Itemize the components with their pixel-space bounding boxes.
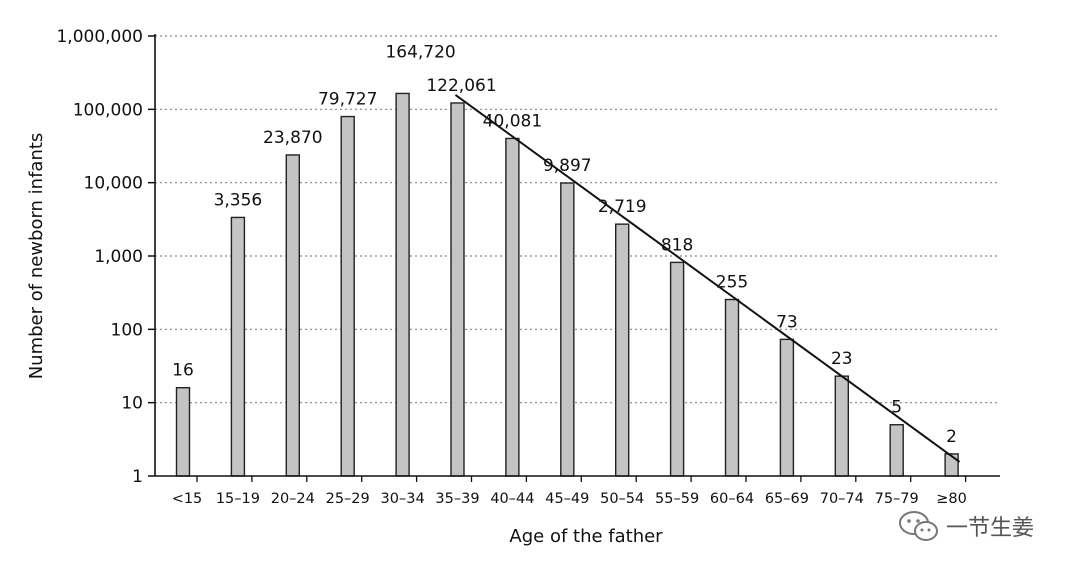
bars bbox=[175, 92, 959, 477]
data-label: 3,356 bbox=[214, 190, 263, 210]
bar bbox=[889, 424, 904, 477]
data-labels: 16 3,356 23,870 79,727 164,720 122,061 40,081 9… bbox=[172, 42, 957, 446]
bar bbox=[669, 261, 685, 477]
bar bbox=[230, 216, 246, 477]
bar bbox=[450, 102, 465, 477]
x-tick-label: 60–64 bbox=[710, 491, 754, 507]
data-label: 16 bbox=[172, 361, 194, 381]
x-tick-label: 35–39 bbox=[435, 491, 479, 507]
y-tick-label: 1 bbox=[132, 467, 143, 487]
x-tick-label: ≥80 bbox=[936, 491, 967, 507]
data-label: 255 bbox=[716, 273, 748, 293]
x-tick-label: 30–34 bbox=[381, 491, 425, 507]
bar bbox=[724, 298, 740, 477]
data-label: 23 bbox=[831, 349, 853, 369]
bar bbox=[615, 223, 630, 477]
bar bbox=[560, 182, 575, 477]
y-tick-labels: 1 10 100 1,000 10,000 100,000 1,000,000 bbox=[56, 27, 155, 487]
bar bbox=[395, 92, 410, 477]
x-tick-label: 40–44 bbox=[490, 491, 534, 507]
x-tick-label: 15–19 bbox=[216, 491, 260, 507]
bar bbox=[834, 375, 849, 477]
data-label: 122,061 bbox=[426, 76, 496, 96]
data-label: 2,719 bbox=[598, 197, 647, 217]
bar bbox=[505, 137, 520, 477]
x-tick-label: 50–54 bbox=[600, 491, 644, 507]
x-tick-label: 45–49 bbox=[545, 491, 589, 507]
data-label: 818 bbox=[661, 235, 693, 255]
grid-lines bbox=[155, 35, 1000, 404]
data-label: 73 bbox=[776, 312, 798, 332]
watermark-text: 一节生姜 bbox=[946, 516, 1035, 541]
y-tick-label: 100,000 bbox=[73, 100, 143, 120]
x-axis-title: Age of the father bbox=[509, 526, 663, 547]
x-tick-label: 20–24 bbox=[271, 491, 315, 507]
bar bbox=[340, 115, 355, 477]
x-tick-labels: <15 15–19 20–24 25–29 30–34 35–39 40–44 45–49 50… bbox=[172, 476, 967, 507]
x-tick-label: 65–69 bbox=[765, 491, 809, 507]
y-tick-label: 100 bbox=[111, 320, 143, 340]
trend-line bbox=[454, 94, 961, 463]
y-tick-label: 10,000 bbox=[84, 174, 143, 194]
data-label: 5 bbox=[891, 398, 902, 418]
trend-line-group bbox=[454, 94, 961, 463]
watermark: 一节生姜 bbox=[898, 506, 1034, 546]
y-axis-title: Number of newborn infants bbox=[26, 133, 47, 380]
data-label: 9,897 bbox=[543, 156, 592, 176]
data-label: 2 bbox=[946, 427, 957, 447]
x-tick-label: 75–79 bbox=[875, 491, 919, 507]
y-tick-label: 1,000 bbox=[94, 247, 143, 267]
bar bbox=[175, 386, 191, 477]
bar bbox=[779, 338, 795, 477]
y-tick-label: 10 bbox=[121, 394, 143, 414]
x-tick-label: 25–29 bbox=[326, 491, 370, 507]
data-label: 79,727 bbox=[318, 90, 377, 110]
x-tick-label: 55–59 bbox=[655, 491, 699, 507]
axes bbox=[154, 34, 1000, 477]
data-label: 164,720 bbox=[385, 42, 455, 62]
data-label: 40,081 bbox=[483, 111, 542, 131]
x-tick-label: 70–74 bbox=[820, 491, 864, 507]
x-tick-label: <15 bbox=[172, 491, 203, 507]
wechat-icon bbox=[899, 511, 938, 541]
y-tick-label: 1,000,000 bbox=[56, 27, 143, 47]
data-label: 23,870 bbox=[263, 128, 322, 148]
bar bbox=[285, 154, 300, 477]
